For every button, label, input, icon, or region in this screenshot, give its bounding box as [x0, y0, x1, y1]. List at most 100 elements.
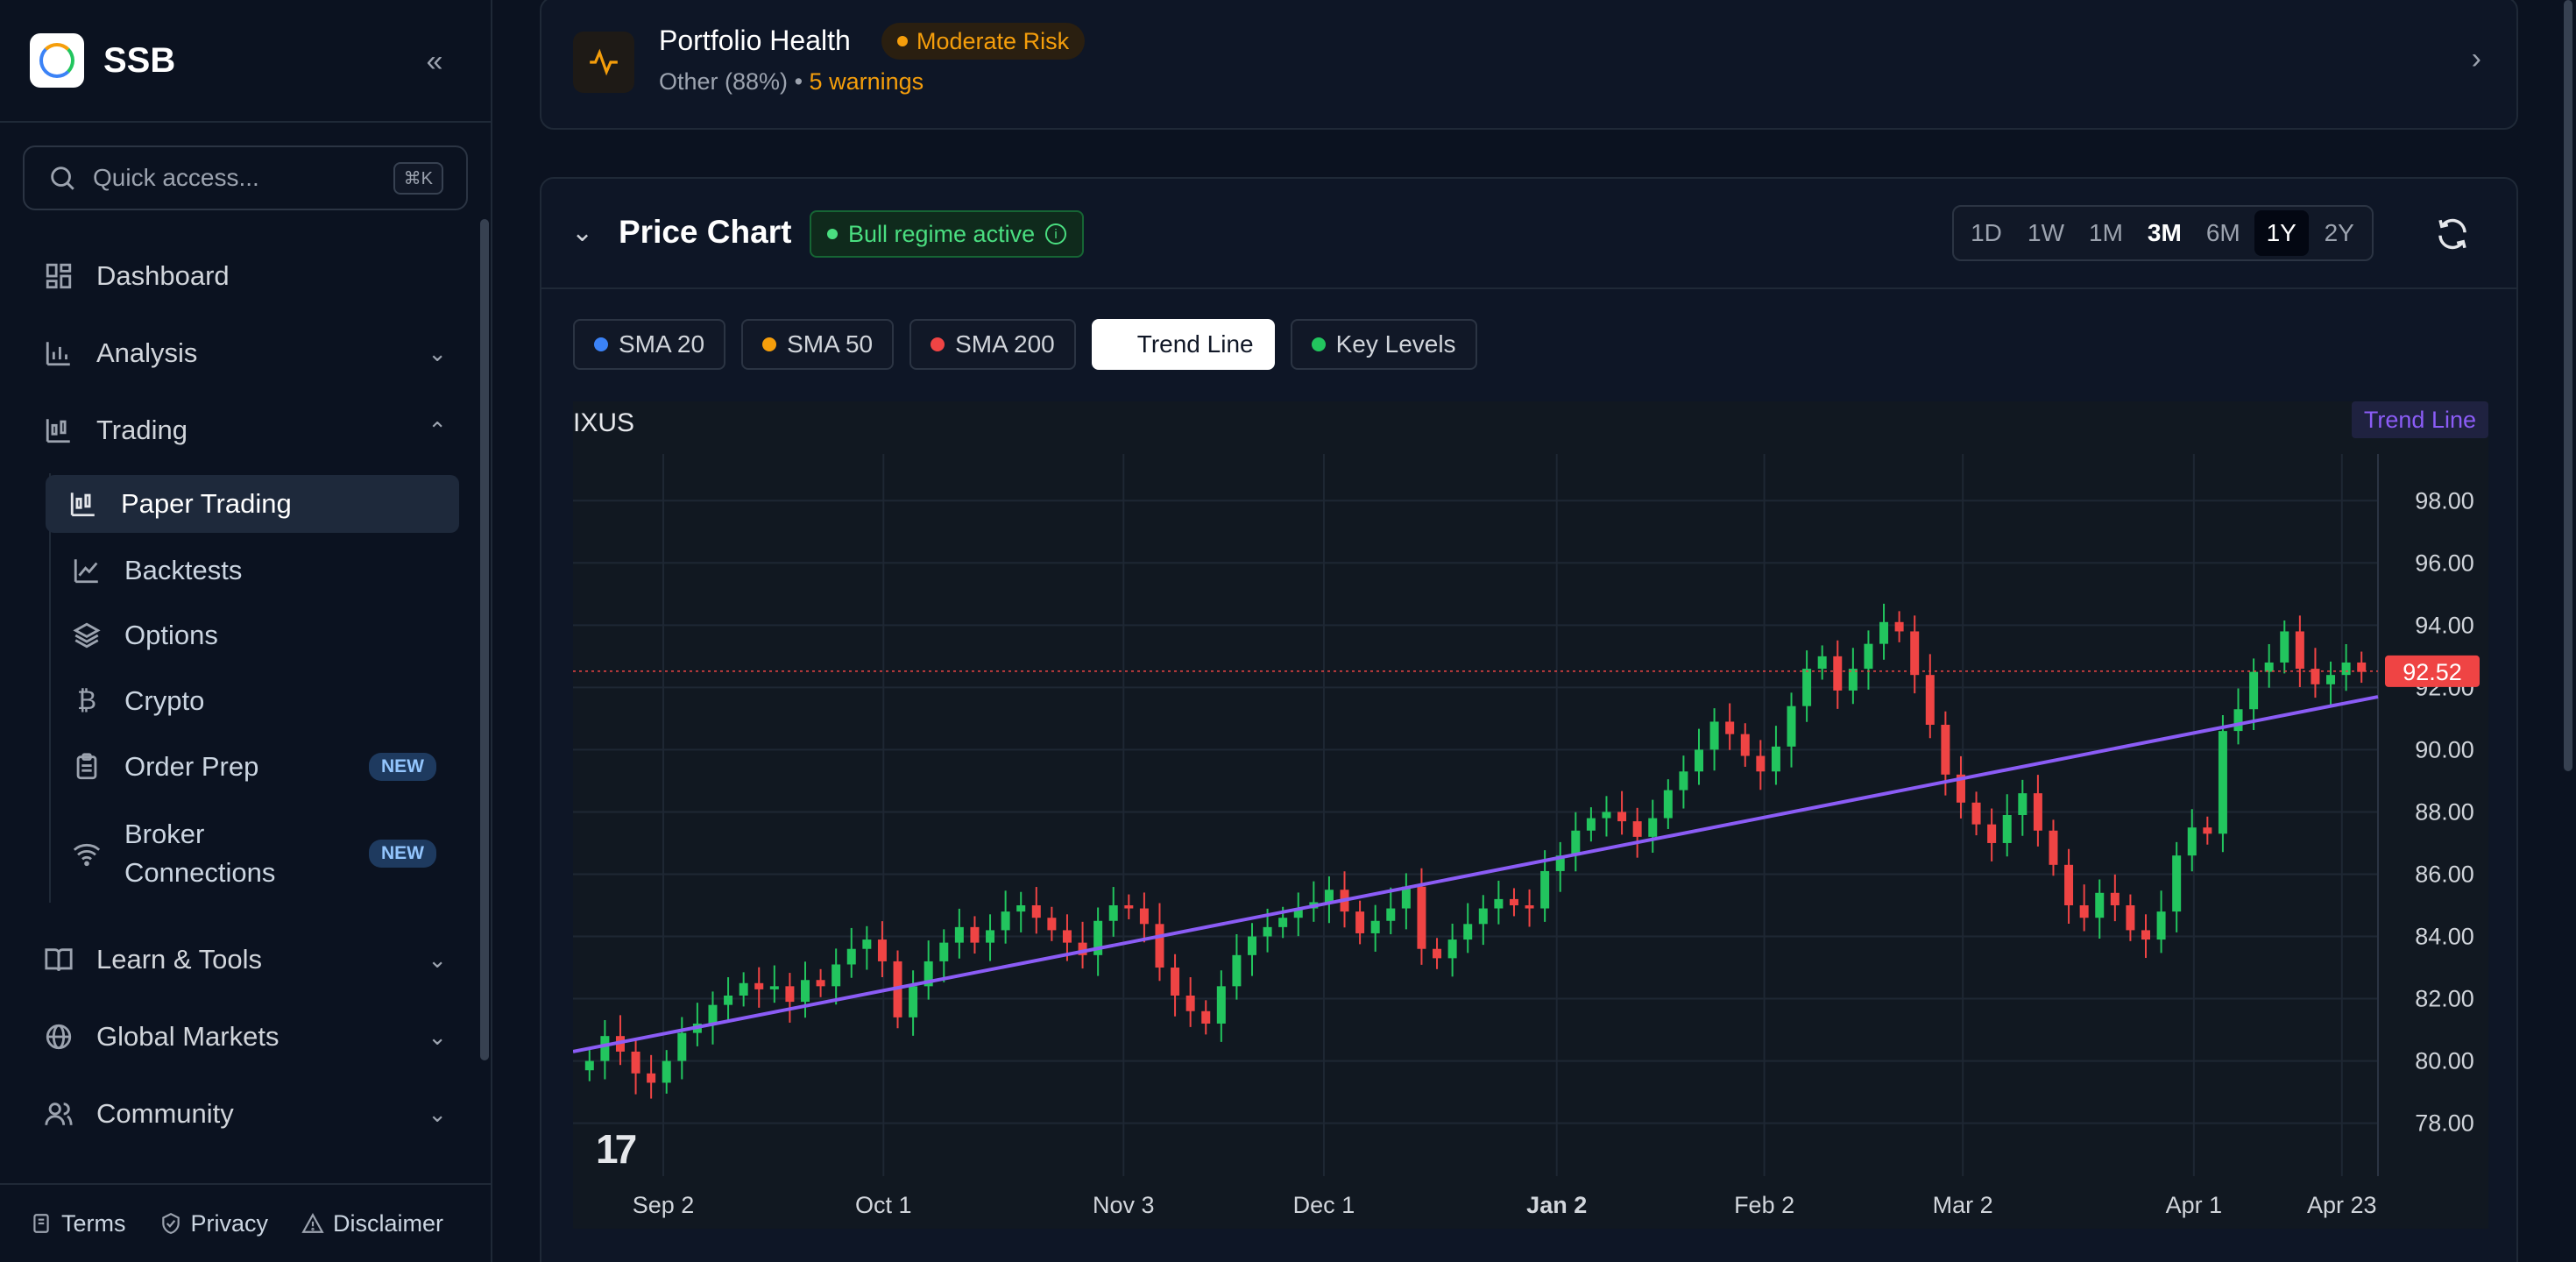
- candle-body: [2203, 827, 2212, 834]
- disclaimer-link[interactable]: Disclaimer: [301, 1210, 443, 1237]
- y-tick-label: 88.00: [2415, 798, 2474, 825]
- y-tick-label: 86.00: [2415, 861, 2474, 887]
- risk-dot: [897, 36, 908, 46]
- candle-body: [2233, 709, 2243, 732]
- chevron-right-icon[interactable]: ›: [2471, 42, 2481, 75]
- candle-body: [1586, 818, 1596, 831]
- candle-body: [1093, 920, 1103, 955]
- nav-global-markets[interactable]: Global Markets ⌄: [23, 1006, 468, 1067]
- candle-body: [970, 926, 980, 943]
- nav-label: Community: [96, 1098, 234, 1129]
- sub-options[interactable]: Options: [49, 606, 459, 664]
- warnings-text: 5 warnings: [809, 68, 924, 95]
- chip-color-dot: [931, 337, 945, 351]
- candle-body: [1663, 790, 1673, 819]
- range-1m[interactable]: 1M: [2089, 219, 2123, 246]
- candle-body: [954, 926, 964, 943]
- terms-link[interactable]: Terms: [30, 1210, 126, 1237]
- new-badge: NEW: [369, 753, 436, 781]
- main-scrollbar[interactable]: [2564, 0, 2572, 771]
- sub-paper-trading[interactable]: Paper Trading: [46, 475, 459, 533]
- indicator-chip-sma-20[interactable]: SMA 20: [573, 319, 726, 370]
- candle-body: [2110, 892, 2120, 905]
- sidebar-scrollbar[interactable]: [480, 219, 489, 1060]
- chevron-down-icon: ⌄: [428, 1100, 447, 1127]
- x-tick-label: Apr 1: [2166, 1192, 2223, 1218]
- health-title: Portfolio Health: [659, 25, 851, 56]
- chart-header: ⌄ Price Chart Bull regime active i 1D 1W 1…: [541, 179, 2516, 289]
- candle-body: [1139, 908, 1149, 925]
- range-2y[interactable]: 2Y: [2324, 219, 2354, 246]
- privacy-link[interactable]: Privacy: [159, 1210, 268, 1237]
- price-chart-card: ⌄ Price Chart Bull regime active i 1D 1W 1…: [540, 177, 2518, 1262]
- range-1w[interactable]: 1W: [2028, 219, 2064, 246]
- last-price-label: 92.52: [2403, 659, 2462, 685]
- y-tick-label: 98.00: [2415, 487, 2474, 514]
- y-tick-label: 80.00: [2415, 1048, 2474, 1074]
- candle-body: [631, 1051, 640, 1074]
- chart-plot[interactable]: IXUS Trend Line 78.00 80.00 82.00 84.00 86.0…: [573, 401, 2488, 1229]
- collapse-chevron-icon[interactable]: ⌄: [571, 218, 594, 247]
- range-1d[interactable]: 1D: [1971, 219, 2002, 246]
- candle-body: [909, 986, 918, 1017]
- candle-body: [2141, 930, 2150, 940]
- nav-learn-tools[interactable]: Learn & Tools ⌄: [23, 929, 468, 990]
- chip-color-dot: [1311, 337, 1326, 351]
- range-3m[interactable]: 3M: [2147, 219, 2182, 246]
- y-tick-label: 90.00: [2415, 736, 2474, 762]
- collapse-sidebar-icon[interactable]: «: [426, 44, 443, 78]
- price-chart-svg[interactable]: 78.0080.0082.0084.0086.0088.0090.0092.00…: [573, 401, 2488, 1229]
- bitcoin-icon: ₿: [76, 686, 97, 715]
- candle-body: [1509, 898, 1518, 905]
- indicator-chip-sma-200[interactable]: SMA 200: [909, 319, 1076, 370]
- candle-body: [2049, 830, 2058, 865]
- indicator-chips: SMA 20 SMA 50 SMA 200 Trend Line Key Levels: [573, 319, 1477, 370]
- indicator-chip-trend-line[interactable]: Trend Line: [1091, 319, 1275, 370]
- nav-dashboard[interactable]: Dashboard: [23, 245, 468, 307]
- info-icon[interactable]: i: [1045, 223, 1067, 245]
- indicator-chip-sma-50[interactable]: SMA 50: [741, 319, 895, 370]
- candle-body: [2002, 815, 2012, 843]
- candle-body: [1756, 755, 1766, 772]
- sub-crypto[interactable]: ₿ Crypto: [49, 672, 459, 730]
- y-tick-label: 84.00: [2415, 924, 2474, 950]
- chart-title: Price Chart: [619, 214, 792, 250]
- brand[interactable]: SSB: [30, 33, 175, 88]
- new-badge: NEW: [369, 840, 436, 868]
- candle-body: [1232, 954, 1242, 987]
- range-selector: 1D 1W 1M 3M 6M 1Y 2Y: [1952, 205, 2374, 261]
- refresh-icon[interactable]: [2434, 216, 2471, 252]
- candle-body: [1848, 669, 1858, 691]
- candlestick-icon: [68, 489, 98, 519]
- candle-body: [832, 964, 841, 987]
- sub-broker-connections[interactable]: Broker Connections NEW: [49, 810, 459, 897]
- candle-body: [1447, 939, 1457, 959]
- candle-body: [600, 1036, 610, 1061]
- candle-body: [2018, 793, 2028, 815]
- candle-body: [1062, 930, 1072, 943]
- sub-backtests[interactable]: Backtests: [49, 542, 459, 599]
- book-icon: [44, 945, 74, 975]
- sub-label: Order Prep: [124, 751, 259, 782]
- candle-body: [1956, 774, 1965, 803]
- sidebar: SSB « Quick access... ⌘K Dashboard Analy…: [0, 0, 492, 1262]
- range-1y[interactable]: 1Y: [2254, 210, 2309, 256]
- nav-analysis[interactable]: Analysis ⌄: [23, 323, 468, 384]
- y-tick-label: 94.00: [2415, 612, 2474, 638]
- y-tick-label: 78.00: [2415, 1110, 2474, 1137]
- sub-order-prep[interactable]: Order Prep NEW: [49, 738, 459, 796]
- nav-community[interactable]: Community ⌄: [23, 1083, 468, 1145]
- chip-label: SMA 20: [619, 330, 705, 358]
- activity-icon: [573, 32, 634, 93]
- range-6m[interactable]: 6M: [2205, 219, 2240, 246]
- candle-body: [2064, 864, 2074, 905]
- candle-body: [1617, 812, 1627, 822]
- candle-body: [584, 1060, 594, 1071]
- chip-label: SMA 50: [787, 330, 874, 358]
- candle-body: [1370, 920, 1380, 933]
- nav-trading[interactable]: Trading ⌃: [23, 400, 468, 461]
- quick-access-search[interactable]: Quick access... ⌘K: [23, 145, 468, 210]
- portfolio-health-card[interactable]: Portfolio Health Moderate Risk Other (88…: [540, 0, 2518, 130]
- chip-color-dot: [594, 337, 608, 351]
- indicator-chip-key-levels[interactable]: Key Levels: [1290, 319, 1477, 370]
